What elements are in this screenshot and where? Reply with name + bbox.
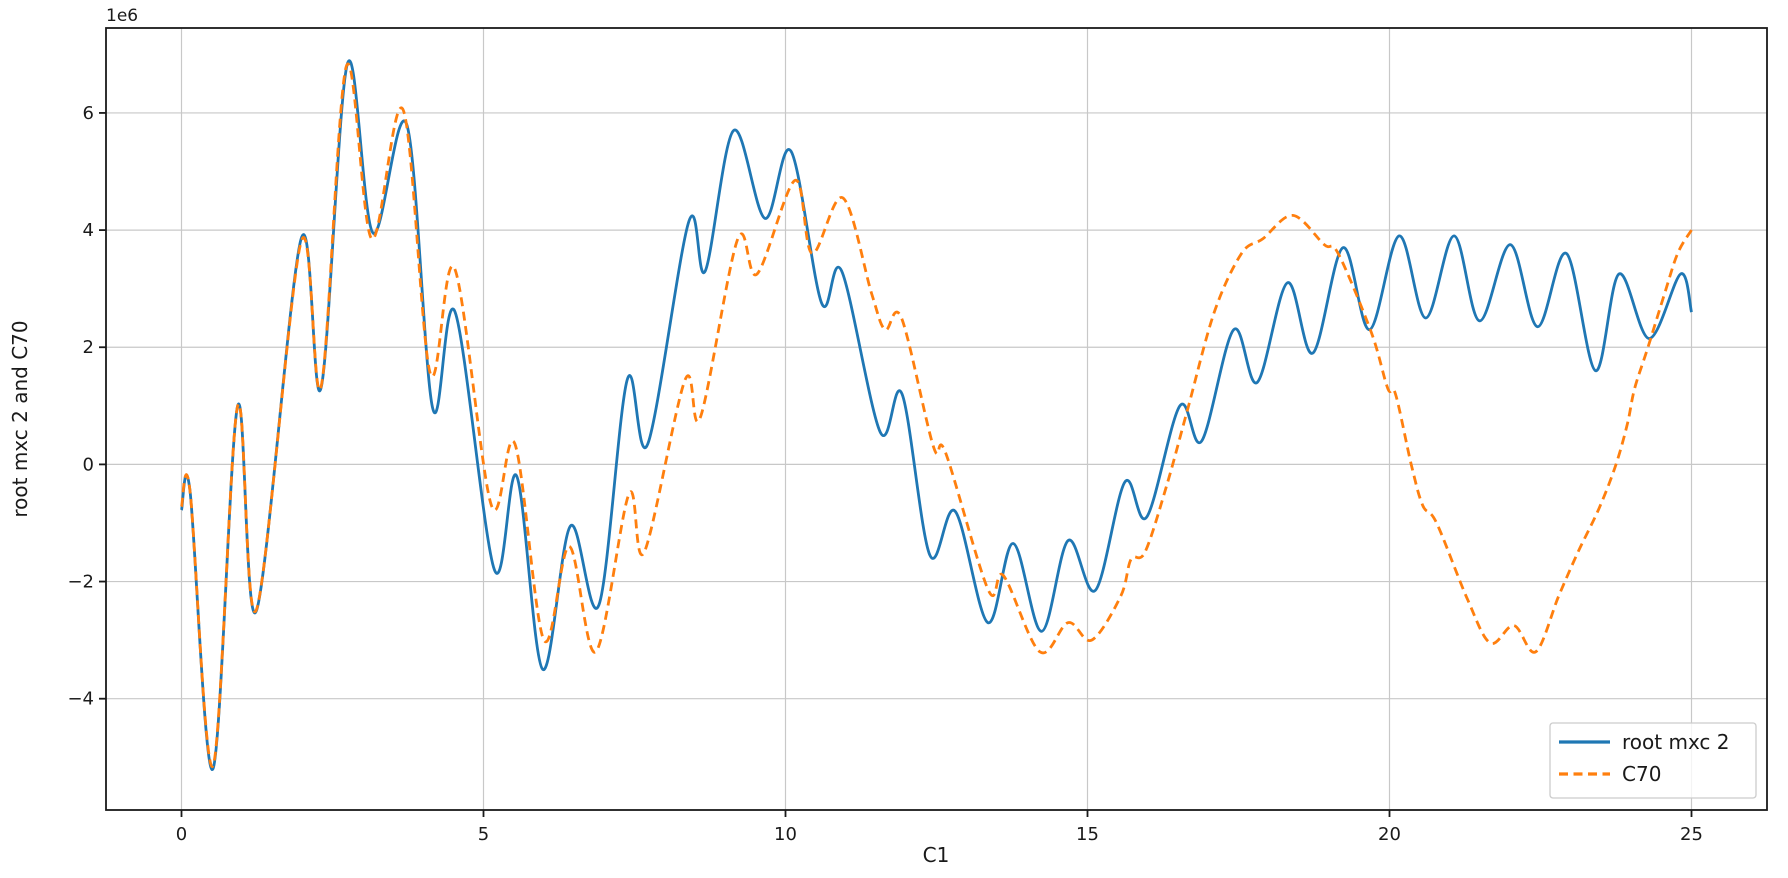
- y-tick-label: 2: [83, 337, 94, 358]
- x-tick-label: 5: [478, 824, 489, 845]
- x-tick-label: 25: [1680, 824, 1703, 845]
- y-tick-label: −4: [67, 689, 94, 710]
- axis-ticks: 0 5 10 15 20 25 −4 −2 0 2 4 6: [67, 103, 1703, 845]
- legend: root mxc 2 C70: [1549, 722, 1757, 799]
- y-tick-label: 4: [83, 220, 94, 241]
- y-tick-label: −2: [67, 572, 94, 593]
- x-axis-label: C1: [923, 843, 950, 867]
- y-tick-label: 6: [83, 103, 94, 124]
- y-axis-offset-label: 1e6: [106, 6, 138, 26]
- y-axis-label: root mxc 2 and C70: [8, 320, 32, 517]
- x-tick-label: 20: [1378, 824, 1401, 845]
- legend-label-root-mxc-2: root mxc 2: [1622, 730, 1730, 754]
- x-tick-label: 10: [774, 824, 797, 845]
- x-tick-label: 15: [1076, 824, 1099, 845]
- series-lines: [180, 59, 1693, 771]
- gridlines: [106, 28, 1767, 810]
- series-root-mxc-2: [180, 59, 1693, 771]
- x-tick-label: 0: [176, 824, 187, 845]
- legend-label-c70: C70: [1622, 762, 1661, 786]
- y-tick-label: 0: [83, 454, 94, 475]
- series-c70: [180, 62, 1693, 768]
- plot-border: [105, 27, 1768, 811]
